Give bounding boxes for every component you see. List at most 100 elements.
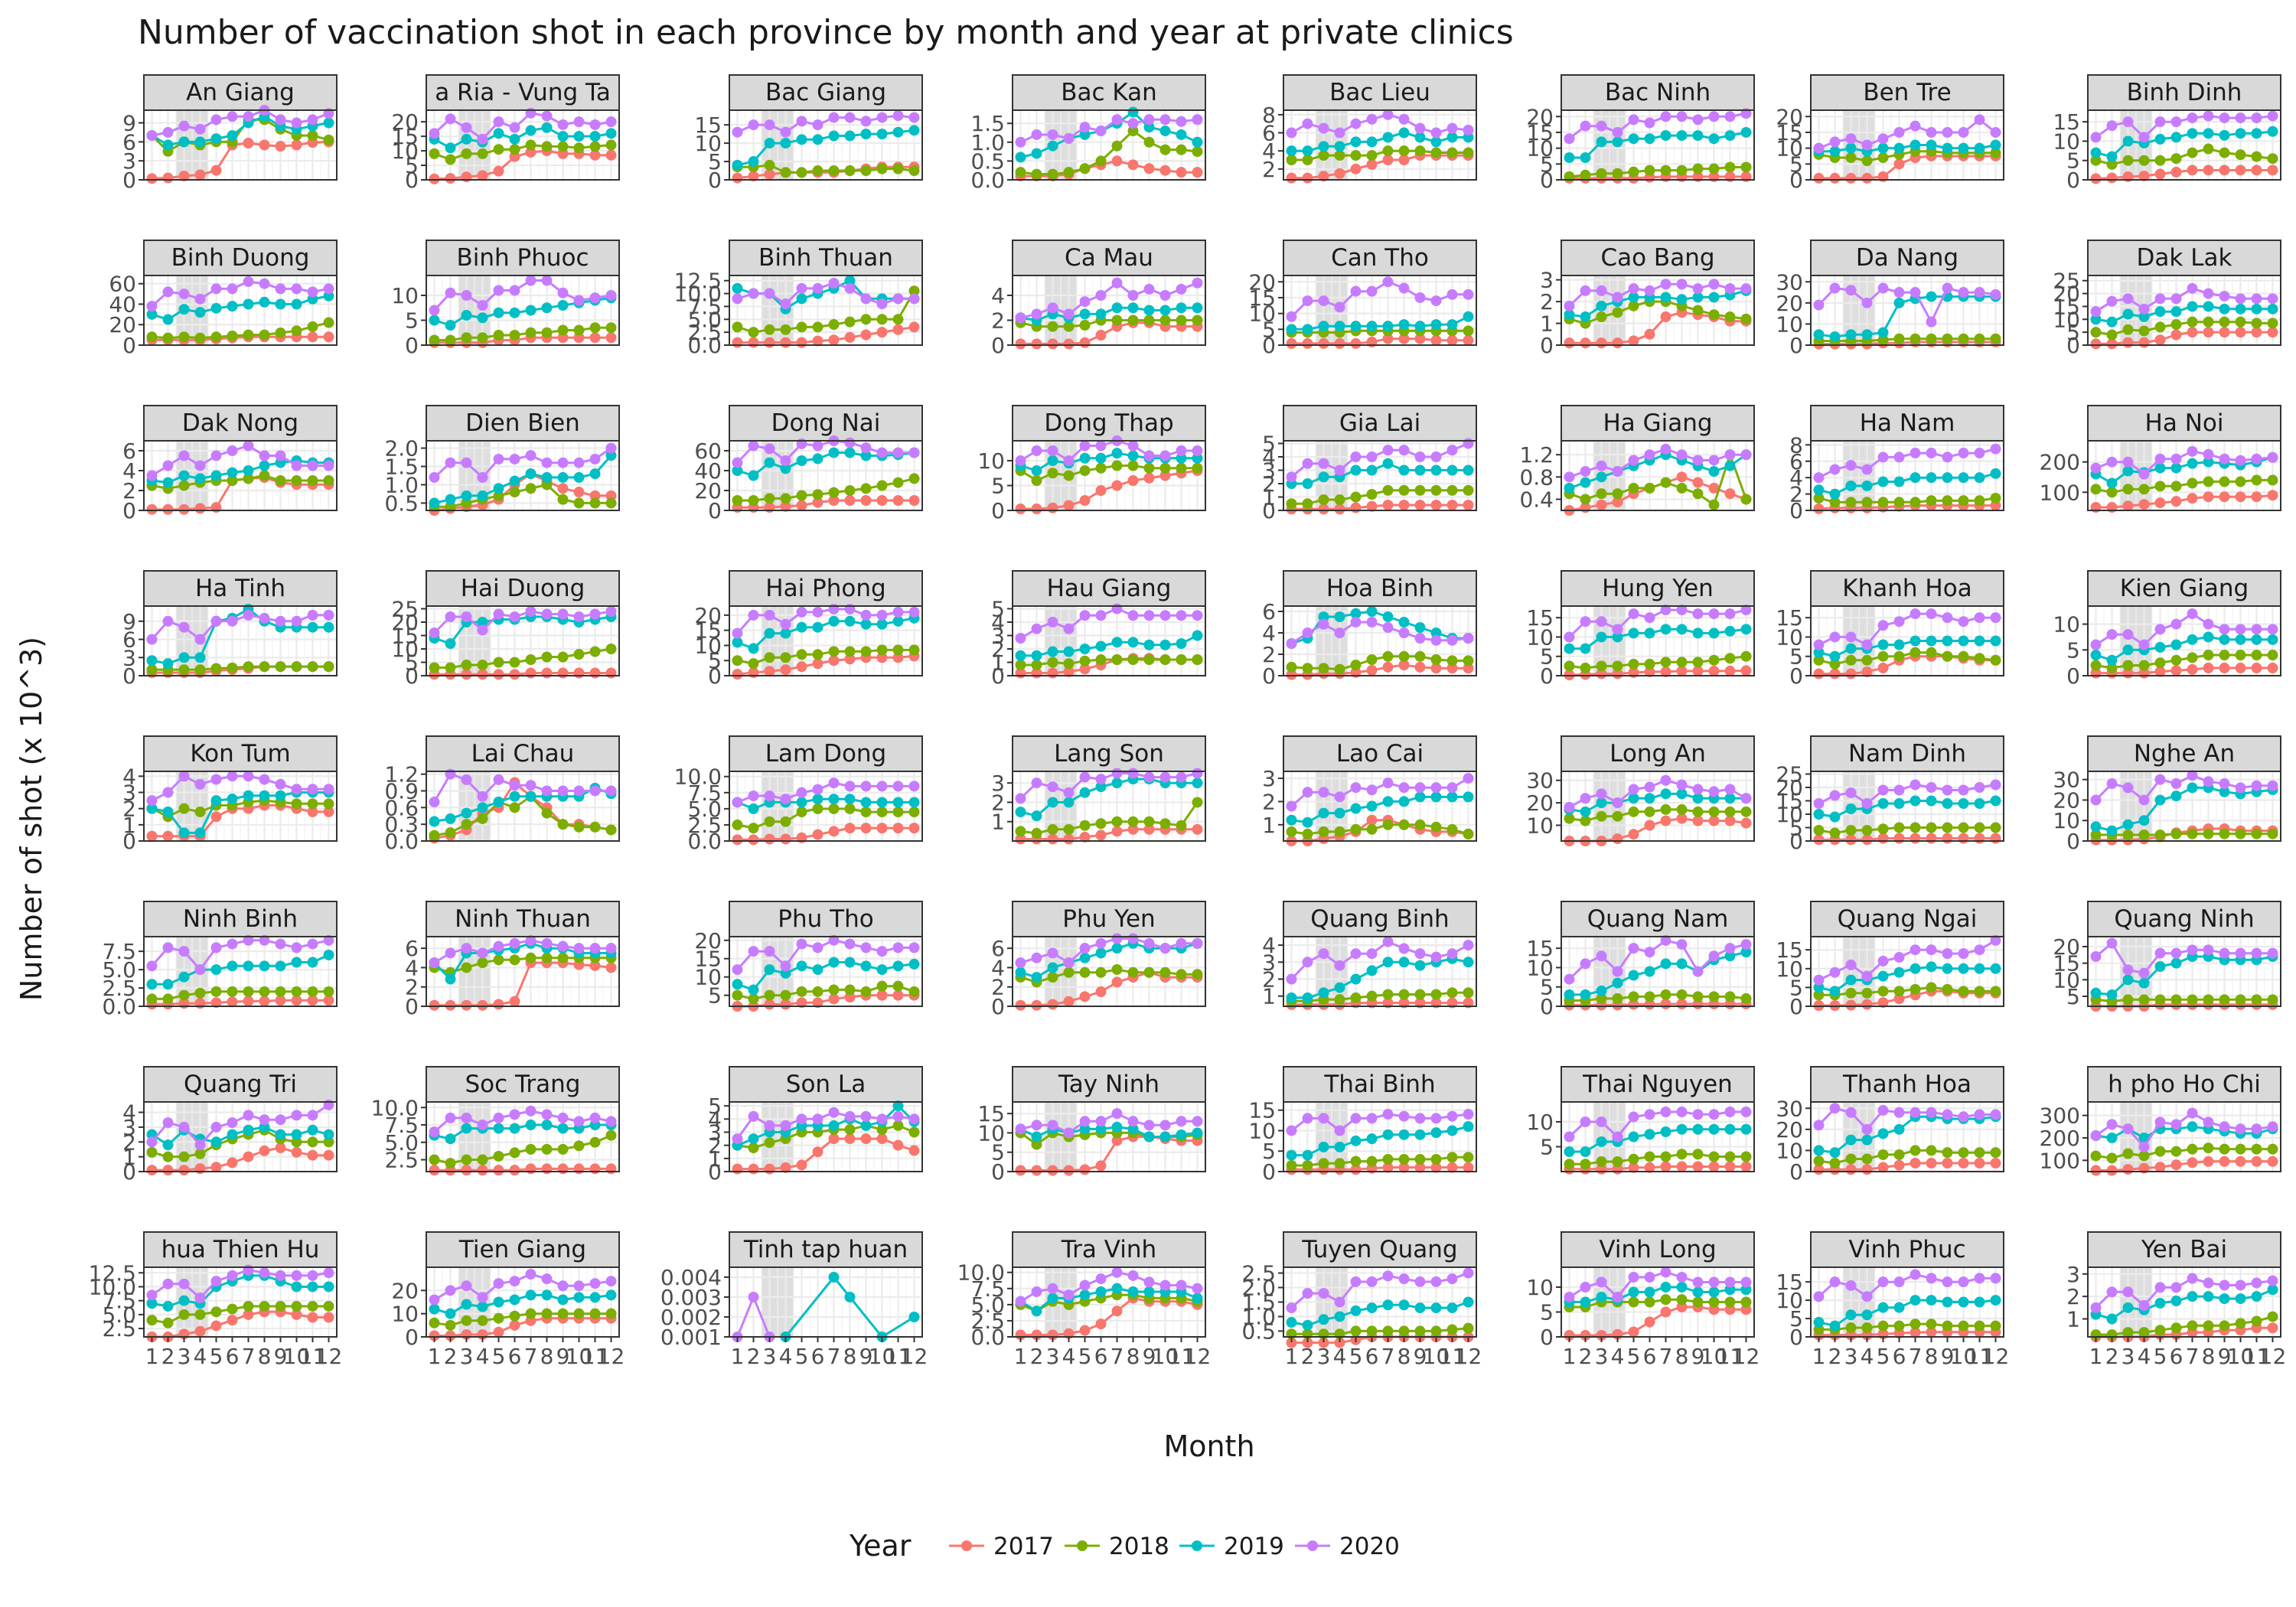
data-point bbox=[307, 1110, 318, 1121]
data-point bbox=[1958, 333, 1969, 344]
data-point bbox=[1430, 663, 1442, 674]
data-point bbox=[796, 293, 807, 305]
data-point bbox=[764, 999, 775, 1010]
y-tick-label: 1 bbox=[1262, 813, 1276, 838]
data-point bbox=[307, 798, 318, 810]
panel-border bbox=[729, 771, 923, 842]
data-point bbox=[162, 806, 174, 817]
data-point bbox=[541, 302, 553, 314]
data-point bbox=[2154, 994, 2166, 1006]
data-point bbox=[541, 667, 553, 679]
data-point bbox=[259, 460, 270, 471]
data-point bbox=[259, 960, 270, 972]
y-tick-label: 0.0 bbox=[384, 829, 419, 854]
data-point bbox=[844, 437, 856, 448]
y-tick-label: 0.5 bbox=[384, 491, 419, 516]
data-point bbox=[1926, 333, 1937, 344]
y-tick-label: 4 bbox=[1789, 465, 1803, 491]
data-point bbox=[1382, 661, 1394, 673]
data-point bbox=[1829, 464, 1841, 475]
data-point bbox=[844, 331, 856, 343]
data-point bbox=[291, 986, 302, 997]
data-point bbox=[1079, 440, 1091, 451]
data-point bbox=[1596, 168, 1607, 179]
data-point bbox=[509, 330, 520, 341]
data-point bbox=[764, 337, 775, 348]
data-point bbox=[146, 830, 158, 842]
data-point bbox=[1159, 462, 1171, 474]
data-point bbox=[1047, 502, 1058, 513]
data-point bbox=[1176, 129, 1187, 140]
data-point bbox=[1382, 276, 1394, 288]
data-point bbox=[1159, 1131, 1171, 1143]
data-point bbox=[892, 615, 904, 627]
panel-border bbox=[1283, 440, 1477, 511]
data-point bbox=[461, 490, 472, 501]
data-point bbox=[445, 611, 456, 622]
data-point bbox=[1958, 948, 1969, 960]
data-point bbox=[2251, 151, 2262, 162]
data-point bbox=[1877, 955, 1889, 966]
data-point bbox=[1974, 833, 1985, 844]
data-point bbox=[509, 937, 520, 949]
data-point bbox=[828, 1133, 840, 1145]
data-point bbox=[1366, 489, 1378, 500]
data-point bbox=[876, 781, 888, 792]
data-point bbox=[573, 785, 585, 797]
data-point bbox=[2267, 947, 2278, 959]
panel-border bbox=[729, 275, 923, 346]
data-point bbox=[764, 816, 775, 827]
data-point bbox=[1176, 1116, 1187, 1127]
data-point bbox=[1660, 774, 1671, 786]
data-point bbox=[1740, 449, 1752, 461]
data-point bbox=[307, 130, 318, 142]
y-tick-label: 15 bbox=[977, 1101, 1005, 1126]
data-point bbox=[2203, 301, 2214, 312]
data-point bbox=[493, 483, 504, 494]
data-point bbox=[828, 447, 840, 458]
data-point bbox=[1612, 977, 1623, 989]
data-point bbox=[1192, 277, 1203, 288]
data-point bbox=[844, 316, 856, 328]
data-point bbox=[860, 129, 872, 140]
data-point bbox=[323, 475, 334, 486]
data-point bbox=[1015, 793, 1026, 804]
data-point bbox=[2251, 947, 2262, 959]
data-point bbox=[1564, 973, 1575, 985]
data-point bbox=[1047, 455, 1058, 466]
data-point bbox=[1676, 471, 1688, 483]
data-point bbox=[1958, 963, 1969, 974]
facet-label: Quang Nam bbox=[1587, 905, 1729, 933]
data-point bbox=[1366, 451, 1378, 462]
data-point bbox=[1047, 168, 1058, 180]
data-point bbox=[1159, 966, 1171, 978]
data-point bbox=[1015, 999, 1026, 1011]
data-point bbox=[275, 114, 286, 125]
data-point bbox=[589, 1112, 601, 1123]
data-point bbox=[1926, 472, 1937, 484]
data-point bbox=[194, 806, 206, 817]
data-point bbox=[1974, 798, 1985, 809]
data-point bbox=[2090, 462, 2102, 474]
data-point bbox=[1893, 798, 1905, 809]
data-point bbox=[1176, 116, 1187, 127]
data-point bbox=[557, 141, 569, 152]
data-point bbox=[1192, 823, 1203, 835]
data-point bbox=[210, 1136, 222, 1148]
data-point bbox=[2235, 293, 2246, 305]
facet-label: Long An bbox=[1609, 740, 1706, 768]
data-point bbox=[1095, 966, 1107, 978]
data-point bbox=[557, 119, 569, 130]
data-point bbox=[1398, 957, 1410, 968]
data-point bbox=[1350, 803, 1362, 814]
data-point bbox=[1724, 815, 1736, 826]
data-point bbox=[828, 319, 840, 331]
facet-label: Ninh Binh bbox=[183, 905, 298, 933]
data-point bbox=[1724, 488, 1736, 500]
data-point bbox=[1063, 996, 1075, 1007]
data-point bbox=[1111, 315, 1123, 326]
